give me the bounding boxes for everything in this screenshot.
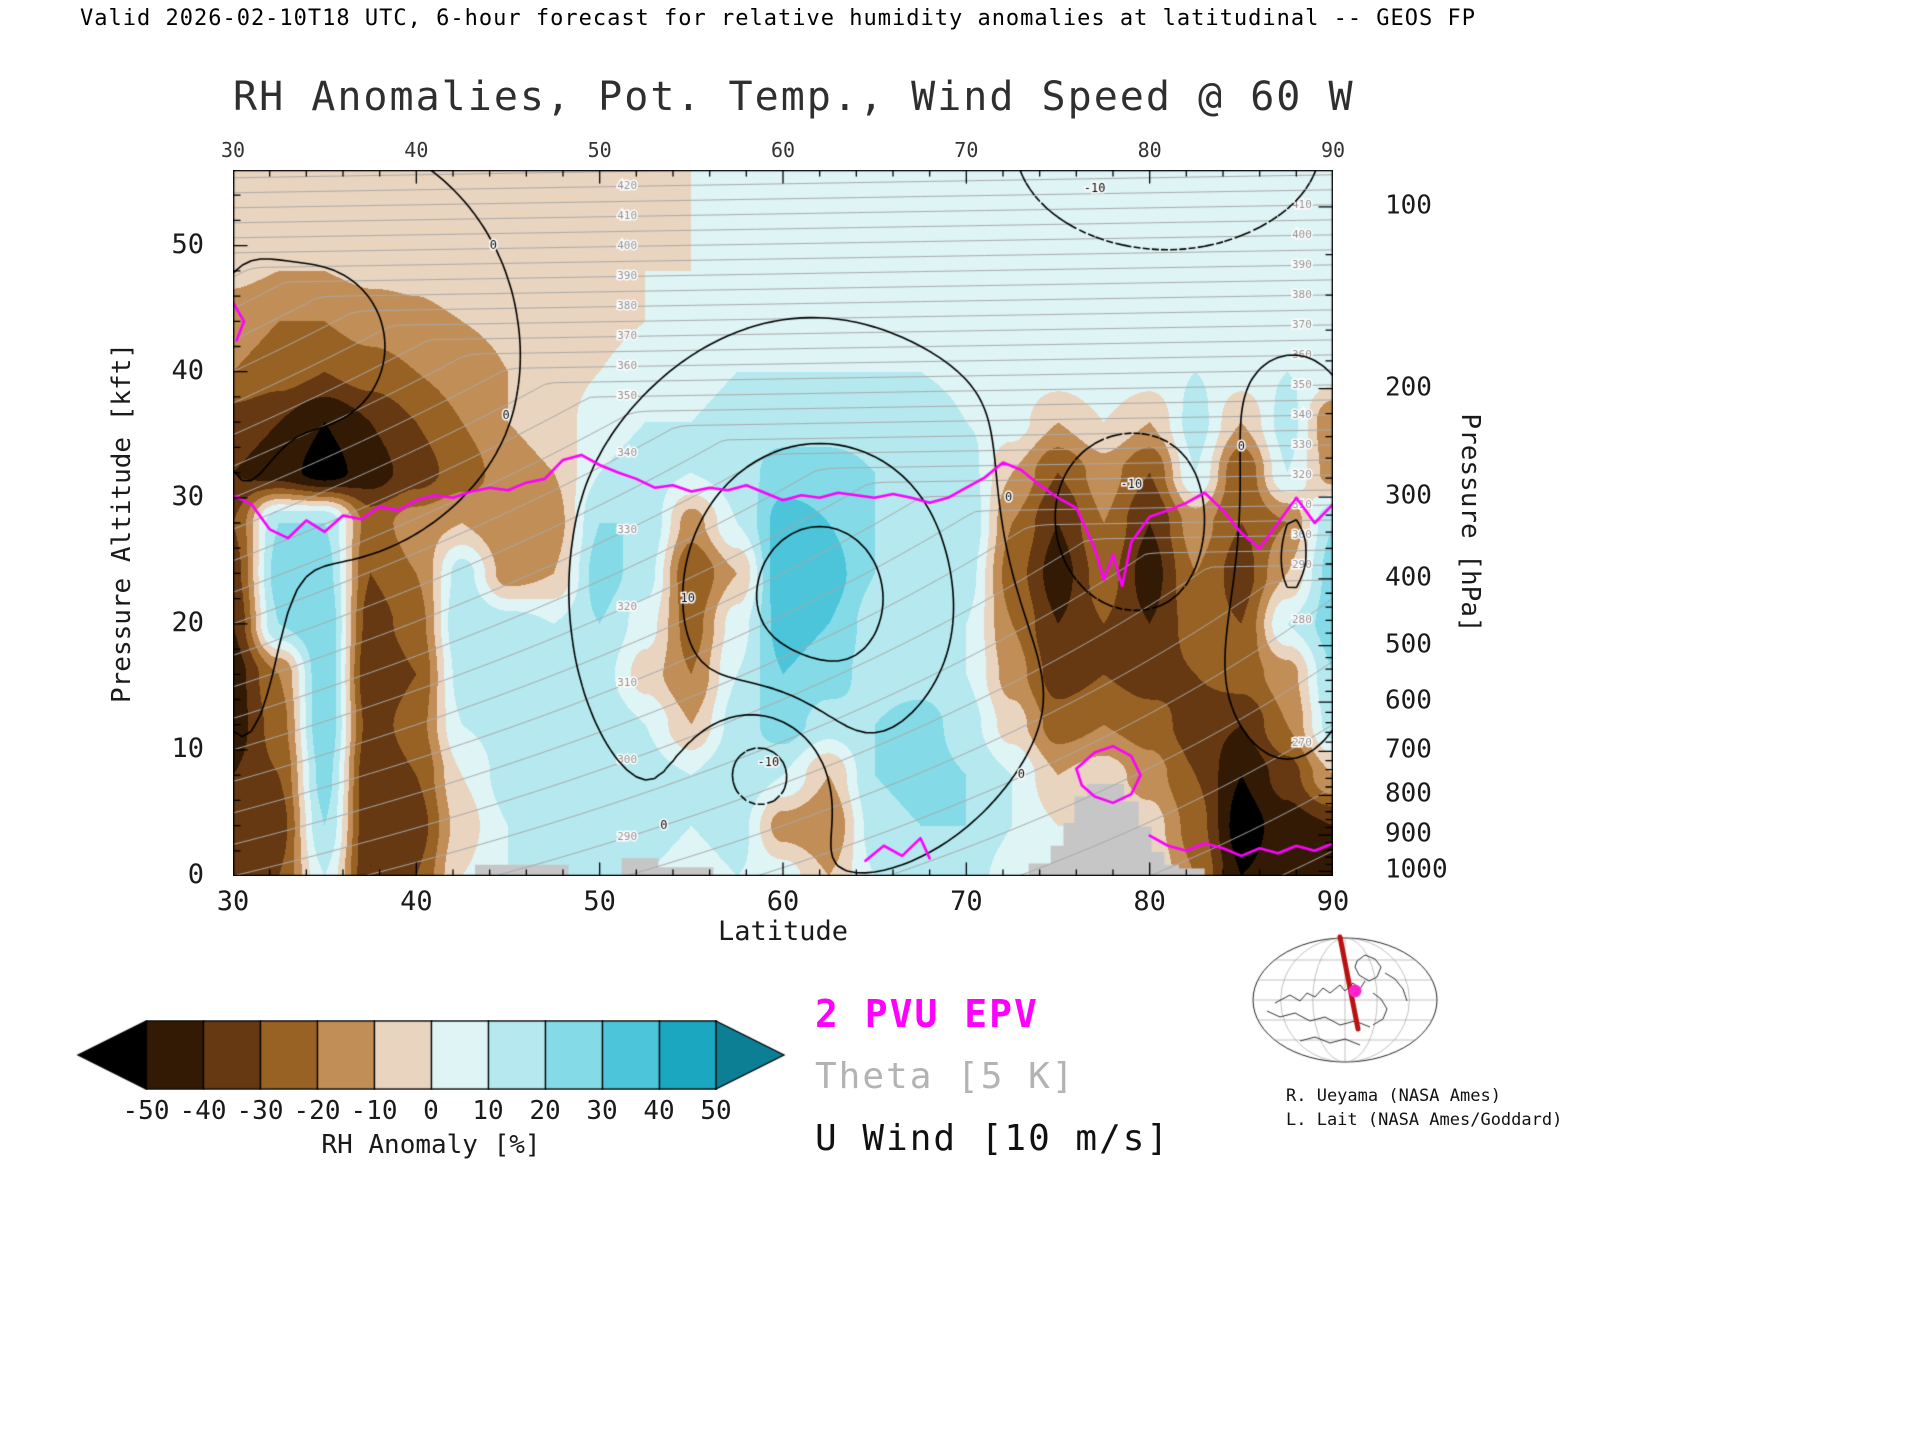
tick-label: 0 <box>423 1096 439 1126</box>
forecast-valid-text: Valid 2026-02-10T18 UTC, 6-hour forecast… <box>80 6 1477 31</box>
tick-label: 200 <box>1385 372 1432 403</box>
tick-label: 70 <box>954 138 979 162</box>
tick-label: -20 <box>293 1096 341 1126</box>
tick-label: 100 <box>1385 190 1432 221</box>
rh-anomaly-cross-section-canvas <box>233 170 1333 876</box>
tick-label: 60 <box>770 138 796 162</box>
tick-label: 30 <box>220 138 246 162</box>
tick-label: 20 <box>171 606 204 638</box>
rh-anomaly-colorbar <box>76 1020 786 1090</box>
tick-label: 800 <box>1385 778 1432 809</box>
x-axis-title: Latitude <box>717 916 849 947</box>
credit-line-2: L. Lait (NASA Ames/Goddard) <box>1286 1110 1563 1130</box>
y-axis-left-title: Pressure Altitude [kft] <box>107 342 137 704</box>
plot-title: RH Anomalies, Pot. Temp., Wind Speed @ 6… <box>233 74 1355 120</box>
legend-pvu: 2 PVU EPV <box>815 992 1039 1036</box>
tick-label: 0 <box>187 858 204 890</box>
tick-label: 80 <box>1133 886 1166 917</box>
credit-line-1: R. Ueyama (NASA Ames) <box>1286 1086 1501 1106</box>
colorbar-title: RH Anomaly [%] <box>321 1130 541 1160</box>
tick-label: 300 <box>1385 480 1432 511</box>
legend-uwind: U Wind [10 m/s] <box>815 1118 1171 1159</box>
tick-label: 50 <box>583 886 616 917</box>
tick-label: 1000 <box>1385 854 1448 885</box>
tick-label: 30 <box>586 1096 618 1126</box>
tick-label: 50 <box>587 138 612 162</box>
tick-label: 500 <box>1385 629 1432 660</box>
tick-label: -10 <box>350 1096 398 1126</box>
y-axis-right-title: Pressure [hPa] <box>1455 413 1485 633</box>
tick-label: 40 <box>171 354 204 386</box>
tick-label: 30 <box>171 480 204 512</box>
tick-label: 700 <box>1385 734 1432 765</box>
tick-label: 70 <box>950 886 983 917</box>
location-globe-inset <box>1245 933 1455 1073</box>
tick-label: -30 <box>236 1096 284 1126</box>
tick-label: 20 <box>529 1096 561 1126</box>
tick-label: 40 <box>400 886 433 917</box>
legend-theta: Theta [5 K] <box>815 1056 1076 1097</box>
tick-label: 60 <box>766 886 800 917</box>
tick-label: 10 <box>472 1096 504 1126</box>
tick-label: 400 <box>1385 562 1432 593</box>
tick-label: 50 <box>171 228 204 260</box>
tick-label: 90 <box>1316 886 1350 917</box>
tick-label: 80 <box>1137 138 1162 162</box>
tick-label: 10 <box>171 732 204 764</box>
tick-label: 30 <box>216 886 250 917</box>
tick-label: -40 <box>179 1096 227 1126</box>
tick-label: 40 <box>404 138 429 162</box>
tick-label: 90 <box>1320 138 1346 162</box>
tick-label: 40 <box>643 1096 675 1126</box>
tick-label: -50 <box>122 1096 170 1126</box>
tick-label: 900 <box>1385 818 1432 849</box>
tick-label: 50 <box>700 1096 732 1126</box>
tick-label: 600 <box>1385 685 1432 716</box>
